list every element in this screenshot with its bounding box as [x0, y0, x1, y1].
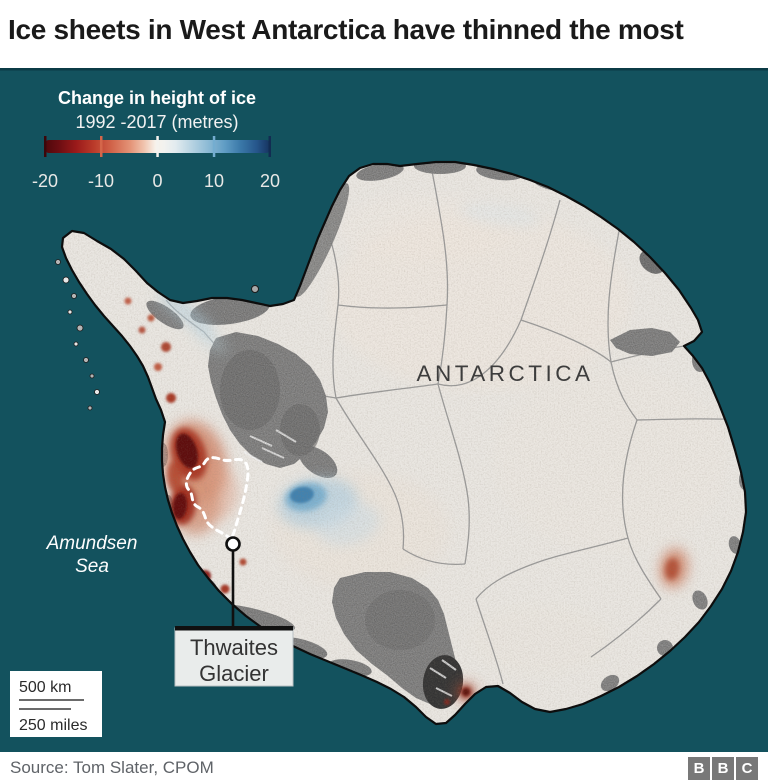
- offshore-islands: [55, 259, 259, 411]
- callout-label-line2: Glacier: [199, 661, 269, 686]
- map-top-rule: [0, 68, 768, 71]
- page-title: Ice sheets in West Antarctica have thinn…: [0, 0, 768, 68]
- thwaites-location-marker: [225, 536, 241, 552]
- legend-tick-max: 20: [260, 171, 280, 191]
- bbc-logo: B B C: [688, 756, 758, 780]
- footer: Source: Tom Slater, CPOM B B C: [0, 752, 768, 784]
- scale-miles-label: 250 miles: [19, 717, 87, 734]
- bbc-logo-block-2: B: [712, 756, 734, 780]
- legend-tick-labels: -20 -10 0 10 20: [32, 171, 280, 191]
- legend-subtitle: 1992 -2017 (metres): [75, 112, 238, 132]
- legend: Change in height of ice 1992 -2017 (metr…: [32, 88, 280, 191]
- legend-colorbar-ticks: [44, 136, 271, 157]
- scale-km-label: 500 km: [19, 679, 71, 696]
- legend-tick-min: -20: [32, 171, 58, 191]
- callout-label-line1: Thwaites: [190, 635, 278, 660]
- continent-label: ANTARCTICA: [416, 361, 593, 386]
- scale-bar: 500 km 250 miles: [10, 671, 102, 737]
- antarctica-map: Thwaites Glacier ANTARCTICA Amundsen Sea…: [0, 68, 768, 752]
- thwaites-basin-outline: [184, 456, 250, 542]
- legend-title: Change in height of ice: [58, 88, 256, 108]
- sea-label-line2: Sea: [75, 556, 109, 577]
- map-area: Thwaites Glacier ANTARCTICA Amundsen Sea…: [0, 68, 768, 752]
- source-credit: Source: Tom Slater, CPOM: [10, 758, 214, 777]
- bbc-logo-block-3: C: [736, 756, 758, 780]
- legend-tick-zero: 0: [152, 171, 162, 191]
- sea-label-line1: Amundsen: [46, 533, 138, 554]
- bbc-logo-block-1: B: [688, 756, 710, 780]
- legend-tick-neg: -10: [88, 171, 114, 191]
- land-detail: [62, 162, 746, 724]
- thwaites-callout: Thwaites Glacier: [174, 626, 294, 687]
- legend-tick-pos: 10: [204, 171, 224, 191]
